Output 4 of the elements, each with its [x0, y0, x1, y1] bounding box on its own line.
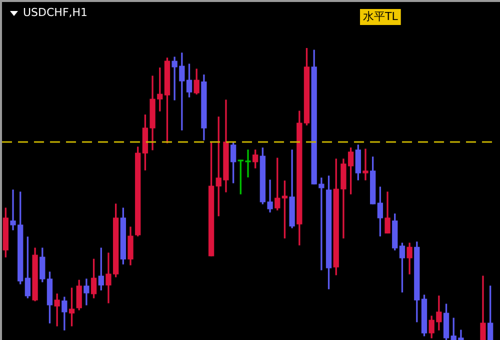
text: 水平TL	[363, 10, 399, 23]
candlestick	[362, 148, 368, 180]
chart-title: USDCHF,H1	[23, 6, 88, 19]
candlestick	[54, 294, 60, 326]
